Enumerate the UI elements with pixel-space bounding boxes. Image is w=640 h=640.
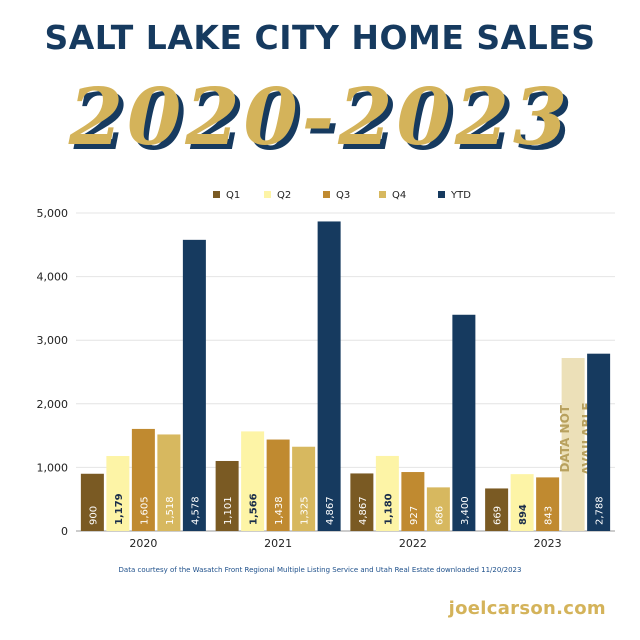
- y-tick-label: 1,000: [37, 461, 69, 474]
- y-tick-label: 5,000: [37, 207, 69, 220]
- data-label: 894: [518, 504, 529, 525]
- data-label: 1,325: [300, 496, 311, 525]
- legend-label-q1: Q1: [226, 190, 240, 201]
- bar-2023-q1: [485, 488, 509, 531]
- data-label: 686: [434, 506, 445, 525]
- bar-2021-q1: [215, 460, 239, 531]
- not-available-label: DATA NOT: [558, 404, 572, 472]
- bar-2021-ytd: [317, 221, 341, 531]
- y-tick-label: 2,000: [37, 398, 69, 411]
- bar-2022-q2: [375, 455, 399, 531]
- bar-2020-ytd: [182, 239, 206, 531]
- bar-2023-q4: [561, 358, 585, 531]
- bar-2020-q2: [106, 456, 130, 531]
- data-label: 900: [88, 506, 99, 525]
- legend-label-q2: Q2: [277, 190, 291, 201]
- legend-label-q3: Q3: [336, 190, 350, 201]
- y-tick-label: 4,000: [37, 271, 69, 284]
- data-label: 1,179: [114, 493, 125, 525]
- data-label: 4,867: [325, 496, 336, 525]
- data-label: 927: [409, 506, 420, 525]
- x-tick-label: 2022: [399, 537, 427, 550]
- data-label: 843: [544, 506, 555, 525]
- data-label: 4,578: [190, 496, 201, 525]
- data-label: 4,867: [358, 496, 369, 525]
- legend-swatch-ytd: [438, 191, 445, 198]
- data-label: 669: [493, 506, 504, 525]
- data-label: 1,438: [274, 496, 285, 525]
- x-tick-label: 2023: [534, 537, 562, 550]
- bar-2020-q3: [131, 428, 155, 531]
- x-tick-label: 2020: [129, 537, 157, 550]
- bar-2023-q3: [536, 477, 560, 531]
- bar-2021-q4: [292, 446, 316, 531]
- data-label: 2,788: [595, 496, 606, 525]
- data-source-note: Data courtesy of the Wasatch Front Regio…: [118, 566, 522, 574]
- data-label: 1,605: [139, 496, 150, 525]
- bar-2022-q4: [426, 487, 450, 531]
- legend-swatch-q3: [323, 191, 330, 198]
- bar-2022-q3: [401, 472, 425, 531]
- data-label: 1,566: [249, 493, 260, 525]
- x-tick-label: 2021: [264, 537, 292, 550]
- bar-2022-q1: [350, 473, 374, 531]
- bar-2021-q2: [241, 431, 265, 531]
- page-title: SALT LAKE CITY HOME SALES: [44, 18, 596, 57]
- legend-swatch-q4: [379, 191, 386, 198]
- data-label: 1,518: [165, 496, 176, 525]
- legend-label-q4: Q4: [392, 190, 406, 201]
- y-tick-label: 3,000: [37, 334, 69, 347]
- bar-2020-q4: [157, 434, 181, 531]
- legend-swatch-q2: [264, 191, 271, 198]
- website-link[interactable]: joelcarson.com: [448, 598, 606, 619]
- bar-2023-ytd: [587, 353, 611, 531]
- data-label: 1,101: [223, 496, 234, 525]
- bar-2023-q2: [510, 474, 534, 531]
- bar-2021-q3: [266, 439, 290, 531]
- year-range-heading: 2020-2023 2020-2023: [0, 72, 640, 172]
- data-label: 3,400: [460, 496, 471, 525]
- year-range-shadow: 2020-2023: [73, 77, 577, 168]
- bar-2022-ytd: [452, 314, 476, 531]
- y-tick-label: 0: [61, 525, 68, 538]
- data-label: 1,180: [383, 493, 394, 525]
- legend-label-ytd: YTD: [450, 190, 471, 201]
- legend-swatch-q1: [213, 191, 220, 198]
- year-range-text: 2020-2023: [68, 72, 572, 163]
- home-sales-bar-chart: 0 1,000 2,000 3,000 4,000 5,000 Q1 Q2 Q3 Q4 YTD 900…: [37, 190, 615, 550]
- bar-2020-q1: [80, 473, 104, 531]
